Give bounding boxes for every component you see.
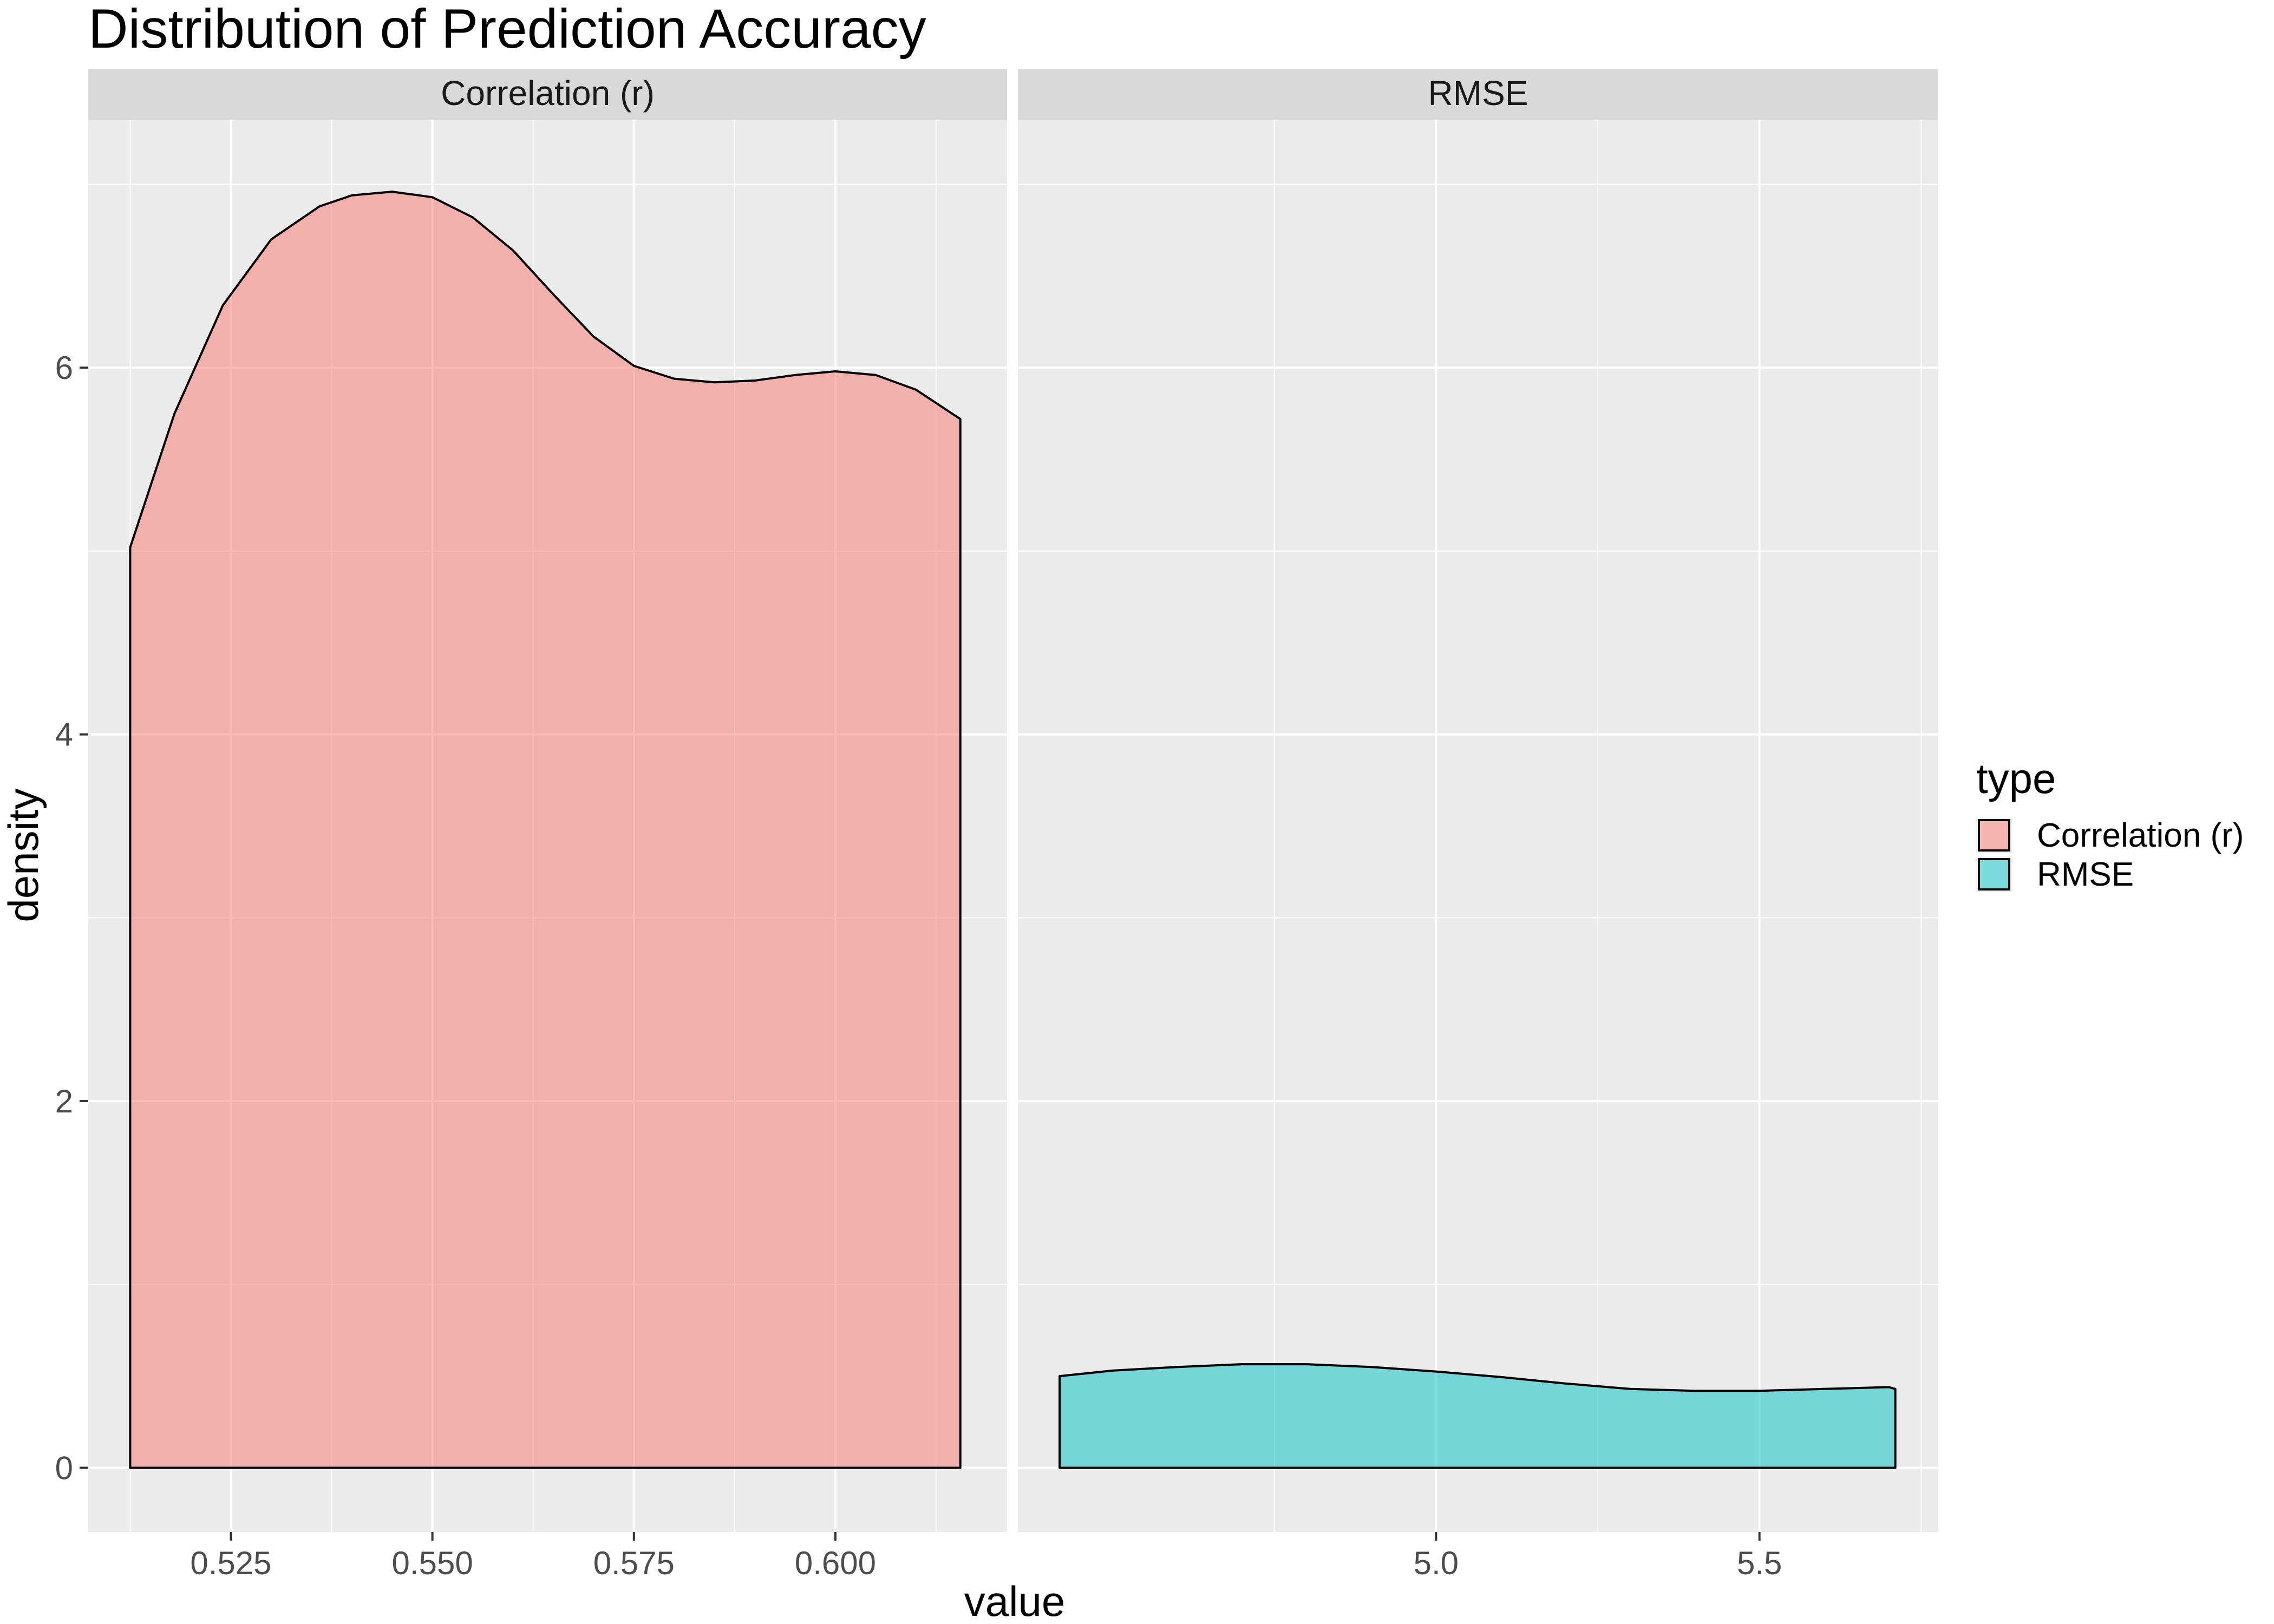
y-axis: 0 2 4 6 [55, 350, 88, 1486]
y-tick-label: 4 [55, 717, 73, 753]
legend-title: type [1976, 755, 2056, 802]
legend: type Correlation (r)RMSE [1976, 755, 2244, 893]
panel-background [1018, 120, 1938, 1532]
legend-label: RMSE [2037, 856, 2134, 893]
x-tick-label: 0.525 [190, 1545, 271, 1581]
facet-strip [88, 69, 1007, 120]
y-tick-label: 2 [55, 1083, 73, 1119]
x-axis-title: value [964, 1577, 1065, 1624]
y-tick-label: 0 [55, 1450, 73, 1486]
chart-title: Distribution of Prediction Accuracy [88, 0, 926, 60]
legend-key [1978, 819, 2010, 852]
facet-strip-label: RMSE [1428, 74, 1528, 113]
x-tick-label: 0.600 [795, 1545, 876, 1581]
facet-panel-2: RMSE 5.0 5.5 [1018, 69, 1938, 1581]
x-tick-label: 5.0 [1414, 1545, 1459, 1581]
facet-strip-label: Correlation (r) [441, 74, 655, 113]
facet-panel-1: Correlation (r) 0.525 0.550 0.575 0.600 [88, 69, 1007, 1581]
y-axis-title: density [0, 788, 47, 922]
density-area-1 [129, 191, 962, 1469]
x-tick-label: 0.550 [392, 1545, 473, 1581]
facet-strip [1018, 69, 1938, 120]
density-area-2 [1058, 1363, 1897, 1469]
x-tick-label: 0.575 [593, 1545, 675, 1581]
x-tick-label: 5.5 [1737, 1545, 1782, 1581]
y-tick-label: 6 [55, 350, 73, 386]
legend-key [1978, 858, 2010, 890]
legend-label: Correlation (r) [2037, 817, 2244, 854]
